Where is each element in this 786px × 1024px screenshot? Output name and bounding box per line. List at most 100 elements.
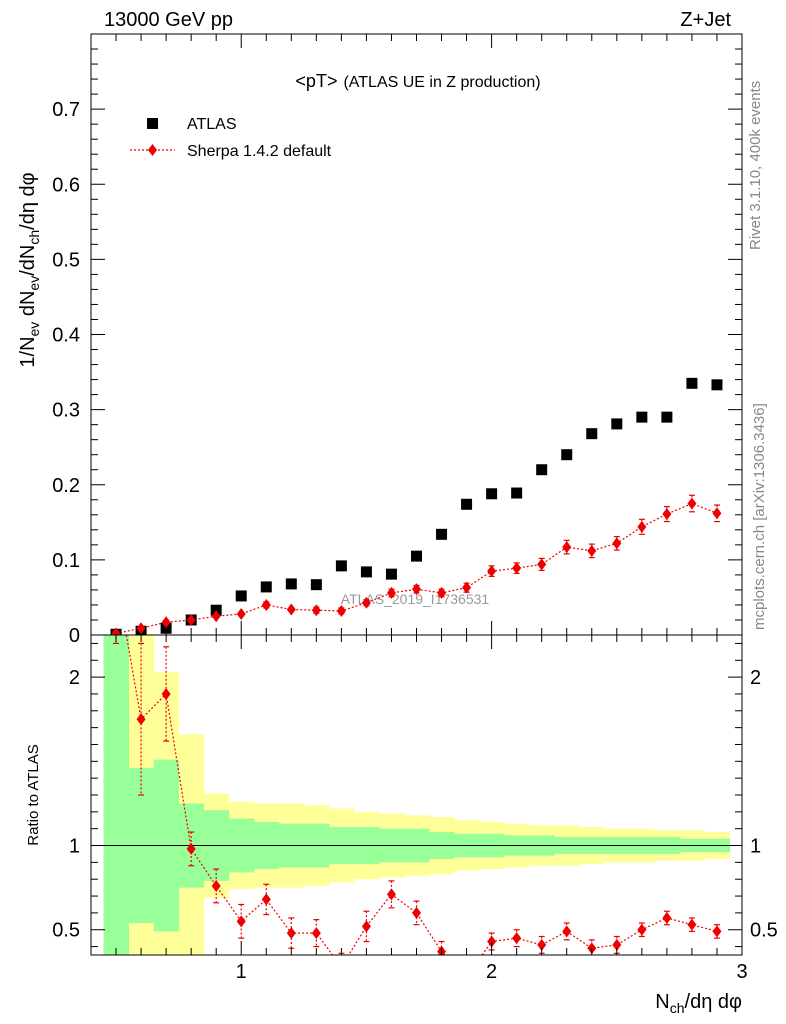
mc-data-point <box>612 537 622 550</box>
x-tick-label: 3 <box>736 961 747 983</box>
atlas-data-point <box>285 578 297 590</box>
ratio-data-point <box>562 925 572 938</box>
ratio-data-point <box>161 687 171 700</box>
ratio-error-bar <box>138 642 145 796</box>
y-tick-label: 0.1 <box>52 550 80 572</box>
ratio-error-bar <box>638 922 645 938</box>
mc-data-point <box>687 497 697 510</box>
header-right: Z+Jet <box>680 9 731 31</box>
ratio-y-axis-label: Ratio to ATLAS <box>25 744 42 845</box>
main-plot-ytick-labels: 0 0.1 0.2 0.3 0.4 0.5 0.6 0.7 <box>52 99 80 647</box>
mc-data-point <box>412 583 421 596</box>
ratio-error-bar <box>464 968 470 985</box>
header-left: 13000 GeV pp <box>104 9 233 31</box>
mc-error-bar <box>538 557 545 571</box>
mc-data-point <box>211 610 221 623</box>
mc-data-point <box>562 541 572 554</box>
mc-error-bar <box>563 539 570 555</box>
atlas-data-point <box>536 464 548 476</box>
ratio-data-point <box>537 938 547 951</box>
ratio-error-bar <box>163 646 170 742</box>
atlas-data-point <box>611 418 623 430</box>
atlas-data-point <box>235 590 247 602</box>
ratio-data-point <box>687 918 697 931</box>
ratio-error-bar <box>413 900 420 926</box>
ratio-data-point <box>462 971 471 983</box>
atlas-data-point <box>310 579 322 591</box>
atlas-data-point <box>411 550 422 562</box>
ratio-plot-ticks <box>91 635 743 955</box>
main-plot-ticks <box>91 33 743 636</box>
atlas-data-point <box>385 568 397 580</box>
ratio-error-bar <box>113 635 120 645</box>
ratio-data-point <box>637 923 647 936</box>
ratio-data-point <box>211 879 221 892</box>
plot-title: <pT> (ATLAS UE in Z production) <box>295 71 540 91</box>
legend-marker-mc <box>148 144 157 156</box>
mc-data-point <box>136 622 146 635</box>
ratio-data-point <box>361 920 371 933</box>
ratio-error-bar <box>363 910 370 943</box>
ratio-data-point <box>311 927 321 940</box>
mc-data-point <box>437 586 447 599</box>
y-tick-label: 0.7 <box>52 99 80 121</box>
ratio-error-bar <box>338 952 345 955</box>
mc-data-point <box>236 607 246 620</box>
ratio-data-point <box>286 927 296 940</box>
mc-data-point <box>186 613 196 626</box>
mc-data-point <box>261 598 271 611</box>
ratio-data-point <box>112 570 121 582</box>
mc-data-point <box>537 558 547 571</box>
mcplots-label: mcplots.cern.ch [arXiv:1306.3436] <box>751 403 768 630</box>
atlas-data-point <box>260 581 272 593</box>
ratio-error-bar <box>713 924 720 939</box>
ratio-error-bar <box>438 940 445 955</box>
ratio-plot-tick-labels: 0.5 0.5 1 1 2 2 1 2 3 <box>52 667 778 983</box>
mc-data-point <box>512 562 522 575</box>
mc-data-point <box>662 508 672 521</box>
mc-data-point <box>462 581 472 594</box>
ratio-data-point <box>662 911 672 924</box>
ratio-y-tick-label-right: 1 <box>750 836 761 858</box>
mc-data-point <box>111 627 121 635</box>
ratio-data-point <box>236 915 246 928</box>
x-tick-label: 2 <box>486 961 497 983</box>
atlas-data-point <box>160 622 172 634</box>
atlas-data-point <box>486 488 498 500</box>
atlas-data-point <box>210 604 222 616</box>
ratio-y-tick-label-left: 1 <box>69 836 80 858</box>
atlas-data-point <box>586 428 598 440</box>
ratio-data-point <box>186 842 196 855</box>
atlas-data-point <box>661 411 673 423</box>
ratio-y-tick-label-left: 2 <box>69 667 80 689</box>
ratio-data-point <box>512 932 522 945</box>
legend: ATLAS Sherpa 1.4.2 default <box>130 116 332 160</box>
atlas-data-point <box>461 498 473 510</box>
mc-data-point <box>336 604 346 617</box>
main-plot-data <box>110 377 723 635</box>
legend-marker-atlas <box>147 118 158 129</box>
y-tick-label: 0.2 <box>52 475 80 497</box>
ratio-data-point <box>261 893 271 906</box>
atlas-data-point <box>511 487 523 499</box>
mc-data-point <box>386 586 396 599</box>
mc-line <box>115 502 718 635</box>
y-tick-label: 0.5 <box>52 249 80 271</box>
mc-data-point <box>286 603 296 616</box>
ratio-error-bar <box>263 883 270 916</box>
ratio-data-point <box>712 925 722 938</box>
x-axis-label: Nch/dη dφ <box>655 991 742 1016</box>
ratio-y-tick-label-left: 0.5 <box>52 920 80 942</box>
atlas-data-point <box>711 379 723 391</box>
y-tick-label: 0.4 <box>52 325 80 347</box>
mc-data-point <box>161 616 171 629</box>
ratio-data-point <box>386 888 396 901</box>
y-axis-label: 1/Nev dNev/dNch/dη dφ <box>17 172 42 367</box>
ratio-y-tick-label-right: 0.5 <box>750 920 778 942</box>
ratio-data-point <box>412 906 421 919</box>
analysis-watermark: ATLAS_2019_I1736531 <box>341 591 490 607</box>
atlas-data-point <box>636 411 648 423</box>
ratio-plot-data <box>112 570 722 985</box>
mc-data-point <box>311 604 321 617</box>
